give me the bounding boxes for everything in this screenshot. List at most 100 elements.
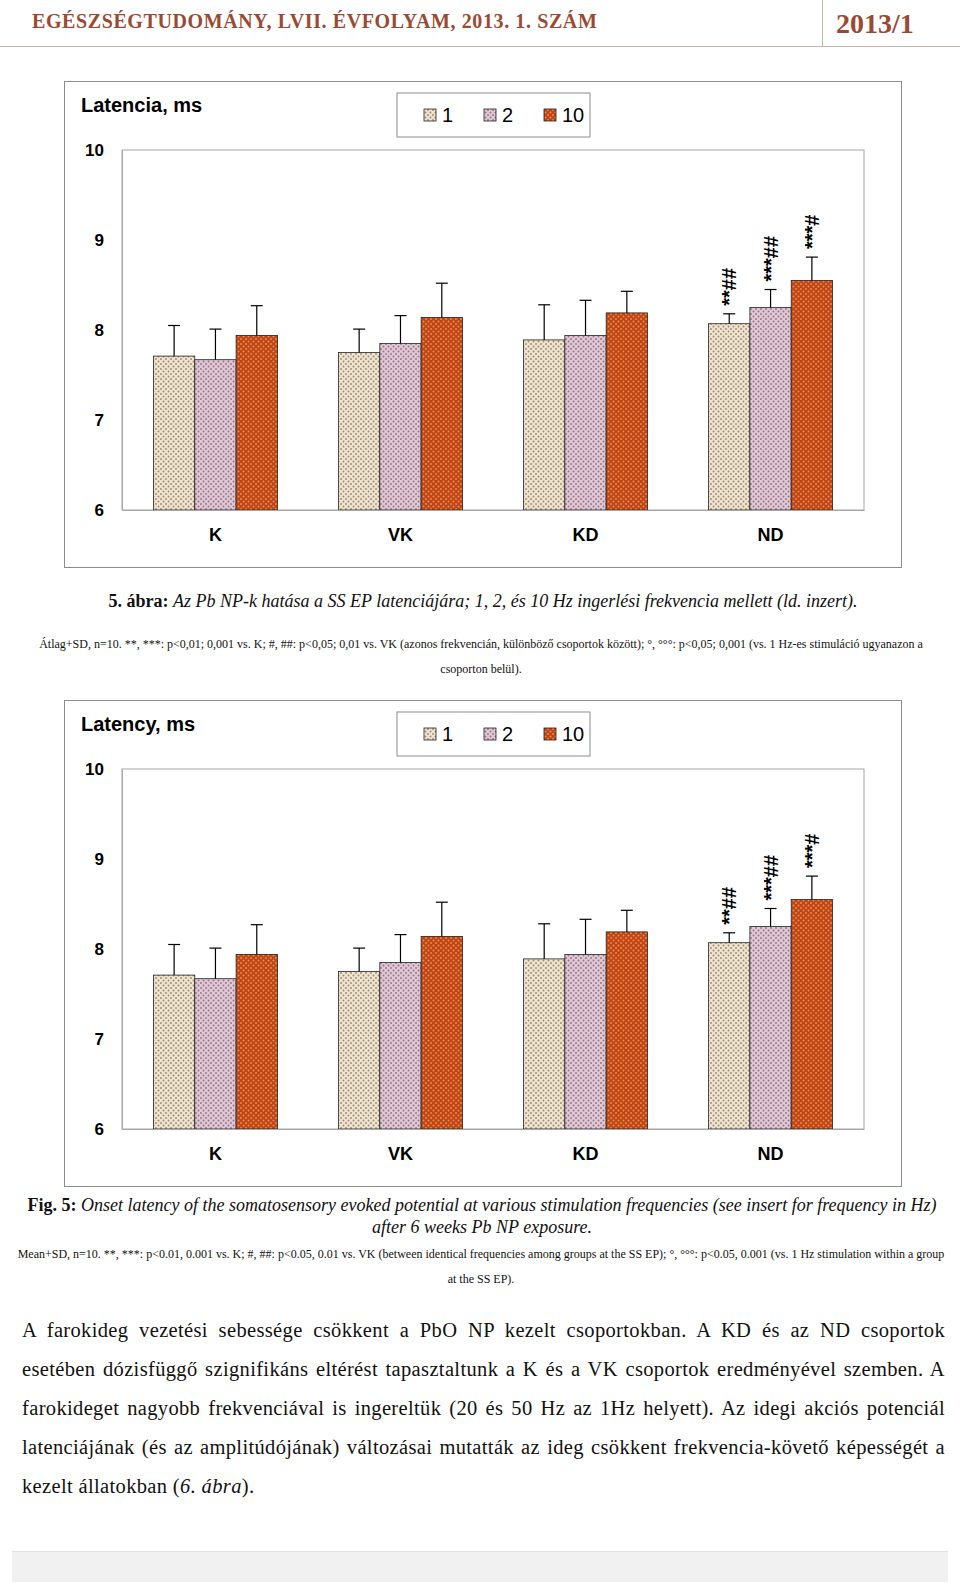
legend-label: 1 (442, 104, 453, 126)
chart-frame (65, 701, 902, 1187)
bar (338, 972, 379, 1130)
error-bar (580, 919, 592, 954)
journal-title: EGÉSZSÉGTUDOMÁNY, LVII. ÉVFOLYAM, 2013. … (32, 10, 597, 33)
y-tick: 8 (95, 321, 122, 340)
error-cap (580, 919, 592, 920)
error-stem (256, 925, 257, 955)
legend-box (397, 712, 590, 756)
chart: 678910KVKKDND**##***##***#Latency, ms121… (64, 700, 902, 1187)
legend-swatch (484, 728, 496, 740)
caption-text: Az Pb NP-k hatása a SS EP latenciájára; … (173, 591, 857, 611)
error-cap (765, 289, 777, 290)
error-cap (251, 924, 263, 925)
x-tick-label: VK (388, 525, 413, 545)
error-bar (723, 314, 735, 324)
error-stem (544, 924, 545, 959)
y-tick: 7 (95, 411, 122, 430)
issue-number: 2013/1 (836, 8, 914, 40)
x-tick-label: VK (388, 1144, 413, 1164)
x-tick: VK (388, 510, 413, 545)
error-stem (174, 326, 175, 357)
error-cap (621, 910, 633, 911)
legend-swatch (424, 109, 436, 121)
error-bar (621, 291, 633, 313)
caption-label: 5. ábra: (109, 591, 169, 611)
error-cap (621, 291, 633, 292)
error-cap (209, 329, 221, 330)
error-cap (806, 257, 818, 258)
error-bar (353, 948, 365, 971)
error-bar (251, 925, 263, 955)
header-rule (0, 46, 960, 47)
x-tick-label: K (209, 1144, 222, 1164)
bar (153, 356, 194, 510)
error-cap (353, 947, 365, 948)
x-tick: ND (758, 510, 784, 545)
figure-note: Mean+SD, n=10. **, ***: p<0.01, 0.001 vs… (12, 1242, 950, 1292)
error-bar (538, 305, 550, 340)
error-cap (723, 932, 735, 933)
plot-frame (122, 769, 864, 1129)
error-stem (626, 291, 627, 313)
y-tick: 9 (95, 231, 122, 250)
y-tick-label: 9 (95, 231, 104, 250)
bar (606, 932, 647, 1129)
y-tick-label: 7 (95, 1030, 104, 1049)
y-tick: 6 (95, 1120, 122, 1139)
bar (380, 963, 421, 1130)
bar (195, 979, 236, 1129)
legend: 1 2 10 (397, 93, 590, 137)
figure-caption: 5. ábra: Az Pb NP-k hatása a SS EP laten… (64, 590, 902, 612)
error-stem (770, 290, 771, 308)
error-cap (394, 315, 406, 316)
error-stem (215, 329, 216, 360)
legend-label: 1 (442, 723, 453, 745)
error-bar (168, 945, 180, 976)
legend-label: 2 (502, 104, 513, 126)
bar (565, 335, 606, 510)
error-stem (215, 948, 216, 979)
x-axis-line (123, 510, 865, 511)
bar (236, 954, 277, 1129)
error-bars (168, 257, 818, 360)
bar (421, 936, 462, 1129)
error-bar (580, 300, 592, 335)
y-tick: 7 (95, 1030, 122, 1049)
bar (524, 340, 565, 510)
header-separator (822, 0, 823, 46)
error-cap (436, 902, 448, 903)
bars (153, 900, 832, 1130)
error-bar (538, 924, 550, 959)
figure-note: Átlag+SD, n=10. **, ***: p<0,01; 0,001 v… (36, 632, 926, 682)
y-tick-label: 7 (95, 411, 104, 430)
error-stem (729, 314, 730, 324)
bar (750, 308, 791, 511)
error-cap (168, 944, 180, 945)
bar (153, 975, 194, 1129)
footer-band (12, 1551, 948, 1582)
y-axis-line (122, 151, 123, 511)
plot: 678910KVKKDND**##***##***# (85, 760, 864, 1164)
error-bar (436, 902, 448, 936)
x-axis: KVKKDND (123, 1129, 865, 1164)
error-bar (251, 306, 263, 336)
legend-label: 2 (502, 723, 513, 745)
legend: 1210 (397, 712, 590, 756)
y-axis-line (122, 770, 123, 1130)
error-stem (626, 910, 627, 932)
y-tick-label: 6 (95, 501, 104, 520)
error-stem (256, 306, 257, 336)
x-axis-line (123, 1129, 865, 1130)
y-tick: 6 (95, 501, 122, 520)
error-cap (538, 923, 550, 924)
legend-label: 10 (562, 104, 584, 126)
figure-reference: 6. ábra (180, 1475, 242, 1497)
x-tick-label: ND (758, 525, 784, 545)
y-tick-label: 6 (95, 1120, 104, 1139)
error-bar (209, 948, 221, 979)
error-stem (441, 283, 442, 317)
y-axis: 678910 (85, 141, 122, 520)
y-axis: 678910 (85, 760, 122, 1139)
error-cap (394, 934, 406, 935)
error-stem (770, 909, 771, 927)
